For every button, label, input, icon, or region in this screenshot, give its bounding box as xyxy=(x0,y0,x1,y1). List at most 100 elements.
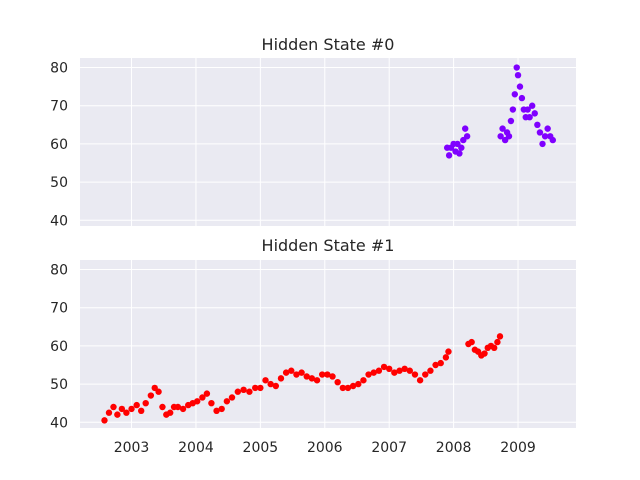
data-point xyxy=(128,405,135,413)
data-point xyxy=(380,363,388,371)
data-point xyxy=(458,144,465,151)
data-point xyxy=(324,371,331,378)
y-axis-1: 40 50 60 70 80 xyxy=(50,263,68,432)
data-point xyxy=(445,348,452,355)
data-point xyxy=(496,333,504,340)
data-point xyxy=(110,403,117,411)
data-point xyxy=(427,367,434,374)
data-point xyxy=(228,394,236,401)
data-point xyxy=(432,361,439,369)
data-point xyxy=(375,367,383,374)
data-point xyxy=(462,125,469,132)
data-point xyxy=(298,369,305,376)
series-hidden-state-1 xyxy=(101,333,504,424)
y-tick-label: 70 xyxy=(50,301,68,317)
data-point xyxy=(406,367,414,374)
data-point xyxy=(536,129,544,136)
data-point xyxy=(166,409,174,416)
chart-title-0: Hidden State #0 xyxy=(262,35,395,54)
plot-area-0 xyxy=(80,58,576,226)
data-point xyxy=(509,106,517,113)
data-point xyxy=(101,417,108,424)
x-tick-label: 2008 xyxy=(436,440,472,456)
data-point xyxy=(344,384,352,392)
data-point xyxy=(401,365,408,373)
data-point xyxy=(422,371,429,378)
data-point xyxy=(541,133,549,140)
data-point xyxy=(494,338,501,346)
data-point xyxy=(355,380,362,388)
data-point xyxy=(203,390,211,397)
data-point xyxy=(544,125,551,132)
data-point xyxy=(437,359,444,367)
x-tick-label: 2004 xyxy=(178,440,214,456)
data-point xyxy=(505,133,513,140)
data-point xyxy=(272,382,280,390)
data-point xyxy=(179,405,187,413)
data-point xyxy=(334,378,341,386)
data-point xyxy=(147,392,155,399)
data-point xyxy=(142,399,149,407)
data-point xyxy=(123,409,130,416)
y-tick-label: 80 xyxy=(50,263,68,279)
data-point xyxy=(365,371,372,378)
x-axis: 2003 2004 2005 2006 2007 2008 2009 xyxy=(114,440,536,456)
data-point xyxy=(174,403,182,411)
data-point xyxy=(293,371,300,378)
data-point xyxy=(137,407,145,415)
data-point xyxy=(155,388,162,395)
y-tick-label: 70 xyxy=(50,99,68,115)
data-point xyxy=(282,369,290,376)
data-point xyxy=(456,150,463,157)
data-point xyxy=(442,354,450,361)
y-tick-label: 40 xyxy=(50,415,68,431)
data-point xyxy=(514,71,522,79)
data-point xyxy=(416,377,424,384)
data-point xyxy=(463,133,471,140)
data-point xyxy=(246,388,253,395)
data-point xyxy=(385,365,393,373)
data-point xyxy=(267,380,274,388)
x-tick-label: 2005 xyxy=(243,440,279,456)
data-point xyxy=(468,338,475,346)
data-point xyxy=(308,375,316,382)
data-point xyxy=(262,377,269,384)
data-point xyxy=(549,136,557,144)
data-point xyxy=(539,140,546,148)
data-point xyxy=(234,388,242,395)
data-point xyxy=(252,384,259,392)
data-point xyxy=(303,373,310,380)
data-point xyxy=(524,106,531,113)
data-point xyxy=(319,371,326,378)
data-point xyxy=(313,377,321,384)
data-point xyxy=(114,411,121,418)
data-point xyxy=(531,110,538,117)
data-point xyxy=(513,64,520,71)
data-point xyxy=(257,384,264,392)
y-axis-0: 40 50 60 70 80 xyxy=(50,61,68,230)
x-tick-label: 2009 xyxy=(500,440,536,456)
data-point xyxy=(213,407,220,415)
data-point xyxy=(105,409,113,416)
data-point xyxy=(507,117,515,125)
data-point xyxy=(194,398,201,405)
chart-title-1: Hidden State #1 xyxy=(262,236,395,255)
data-point xyxy=(499,125,506,132)
data-point xyxy=(445,152,453,159)
data-point xyxy=(277,375,285,382)
data-point xyxy=(516,83,524,90)
data-point xyxy=(526,113,533,121)
data-point xyxy=(118,405,126,413)
data-point xyxy=(497,133,504,140)
data-point xyxy=(339,384,347,392)
data-point xyxy=(370,369,377,376)
data-point xyxy=(329,373,336,380)
data-point xyxy=(208,399,215,407)
x-tick-label: 2007 xyxy=(371,440,407,456)
data-point xyxy=(528,102,536,109)
data-point xyxy=(391,369,398,376)
data-point xyxy=(518,94,526,102)
plot-area-1 xyxy=(80,260,576,428)
